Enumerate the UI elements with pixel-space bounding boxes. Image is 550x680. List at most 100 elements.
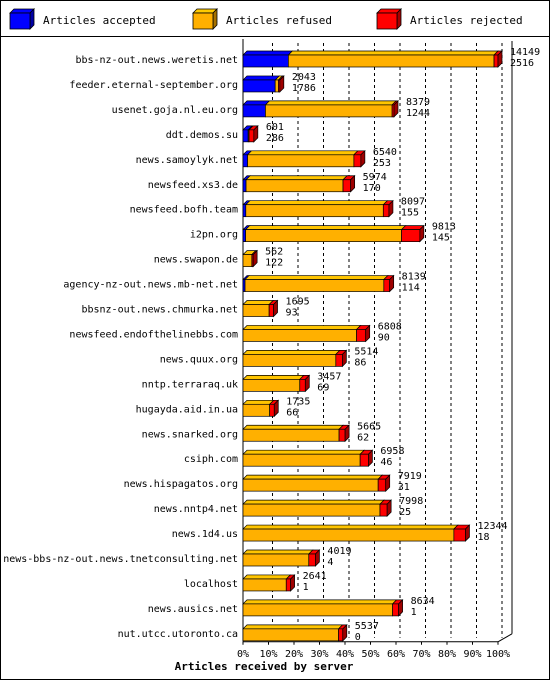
- bar-segment-top: [242, 574, 292, 580]
- bar-end-face: [342, 624, 348, 642]
- value-label-second: 286: [266, 133, 284, 144]
- bar-segment-top: [287, 50, 499, 56]
- bar-segment-refused: [242, 304, 270, 317]
- bar-end-face: [368, 449, 373, 468]
- bar-segment-top: [242, 499, 385, 505]
- bar-end-face: [385, 474, 391, 492]
- bar-end-face: [279, 75, 285, 93]
- bar-segment-rejected: [401, 229, 421, 242]
- x-tick-label: 10%: [259, 649, 277, 660]
- bar-segment-rejected: [453, 528, 466, 542]
- bar-end-face: [393, 100, 399, 118]
- legend-swatch-side: [29, 8, 35, 30]
- value-label-total: 3457: [317, 371, 341, 382]
- bar-end-face: [253, 125, 259, 143]
- category-label: feeder.eternal-september.org: [69, 80, 238, 91]
- bar-end-face: [273, 299, 278, 318]
- value-label-second: 2516: [510, 58, 534, 69]
- value-label-total: 8139: [402, 272, 426, 283]
- value-label-total: 9813: [432, 222, 456, 233]
- category-label: hugayda.aid.in.ua: [136, 404, 238, 415]
- bar-segment-rejected: [377, 478, 387, 492]
- value-label-total: 4019: [327, 546, 351, 557]
- bar-segment-rejected: [383, 279, 391, 292]
- value-label-second: 90: [378, 332, 390, 343]
- value-label-total: 6808: [378, 321, 402, 332]
- bar-segment-accepted: [242, 129, 249, 143]
- value-label-second: 1: [303, 582, 309, 593]
- bar-segment-refused: [247, 154, 355, 168]
- bar-end-face: [342, 349, 347, 368]
- bar-segment-top: [242, 50, 294, 56]
- bar-end-face: [273, 399, 279, 418]
- bar-segment-rejected: [359, 453, 369, 467]
- bar-segment-refused: [244, 279, 385, 292]
- value-label-second: 62: [357, 432, 369, 443]
- value-label-second: 0: [355, 632, 361, 643]
- category-label: bbs-nz-out.news.weretis.net: [75, 55, 238, 66]
- bar-segment-rejected: [392, 603, 399, 617]
- category-label: news.1d4.us: [172, 529, 238, 540]
- category-label: i2pn.org: [190, 230, 238, 241]
- category-label: newsfeed.endofthelinebbs.com: [69, 329, 238, 340]
- bar-end-face: [304, 374, 310, 393]
- bar-end-face: [365, 324, 371, 343]
- bar-end-face: [252, 249, 258, 268]
- x-tick-label: 40%: [336, 649, 354, 660]
- bar-segment-accepted: [242, 54, 289, 68]
- bar-end-face: [497, 50, 503, 68]
- bar-segment-refused: [242, 528, 455, 542]
- category-label: news-bbs-nz-out.news.tnetconsulting.net: [3, 554, 238, 565]
- value-label-total: 8097: [401, 197, 425, 208]
- value-label-second: 122: [265, 258, 283, 269]
- bar-segment-top: [242, 100, 271, 106]
- bar-segment-refused: [245, 229, 402, 242]
- category-label: bbsnz-out.news.chmurka.net: [81, 305, 238, 316]
- value-label-total: 5537: [355, 621, 379, 632]
- bar-end-face: [315, 549, 320, 567]
- value-label-total: 6958: [380, 446, 404, 457]
- bar-end-face: [350, 174, 356, 193]
- value-label-second: 170: [363, 183, 381, 194]
- value-label-total: 2043: [292, 72, 316, 83]
- bar-segment-rejected: [379, 503, 388, 517]
- bar-segment-top: [242, 474, 384, 480]
- category-label: news.ausics.net: [148, 604, 238, 615]
- legend-label: Articles rejected: [410, 14, 523, 27]
- bar-segment-refused: [242, 603, 393, 617]
- bar-segment-accepted: [242, 229, 246, 242]
- bar-segment-top: [242, 549, 314, 555]
- value-label-second: 86: [354, 357, 366, 368]
- bar-segment-top: [242, 350, 341, 355]
- bar-end-face: [465, 524, 470, 542]
- bar-segment-rejected: [338, 428, 346, 442]
- bar-segment-refused: [245, 204, 384, 218]
- value-label-second: 155: [401, 208, 419, 219]
- bar-segment-refused: [242, 254, 253, 267]
- bar-segment-accepted: [242, 179, 247, 193]
- bar-segment-top: [244, 200, 389, 206]
- bar-segment-top: [242, 399, 275, 405]
- bar-segment-refused: [242, 403, 271, 417]
- category-label: usenet.goja.nl.eu.org: [112, 105, 238, 116]
- value-label-second: 114: [402, 283, 420, 294]
- category-label: news.samoylyk.net: [136, 155, 238, 166]
- value-label-second: 1244: [406, 108, 430, 119]
- x-tick-label: 0%: [237, 649, 249, 660]
- bar-segment-refused: [242, 628, 339, 642]
- category-label: nntp.terraraq.uk: [142, 379, 238, 390]
- bar-segment-refused: [242, 329, 357, 342]
- bar-segment-top: [245, 175, 348, 181]
- bar-end-face: [360, 149, 366, 168]
- value-label-second: 31: [398, 482, 410, 493]
- bar-segment-refused: [274, 79, 279, 93]
- bar-segment-top: [242, 599, 398, 605]
- legend-swatch: [376, 12, 398, 30]
- bar-segment-refused: [242, 453, 361, 467]
- bar-segment-refused: [242, 379, 301, 392]
- bar-segment-top: [242, 75, 281, 81]
- value-label-second: 18: [477, 532, 489, 543]
- bar-segment-accepted: [242, 204, 247, 218]
- bar-segment-rejected: [356, 329, 367, 342]
- x-tick-label: 20%: [285, 649, 303, 660]
